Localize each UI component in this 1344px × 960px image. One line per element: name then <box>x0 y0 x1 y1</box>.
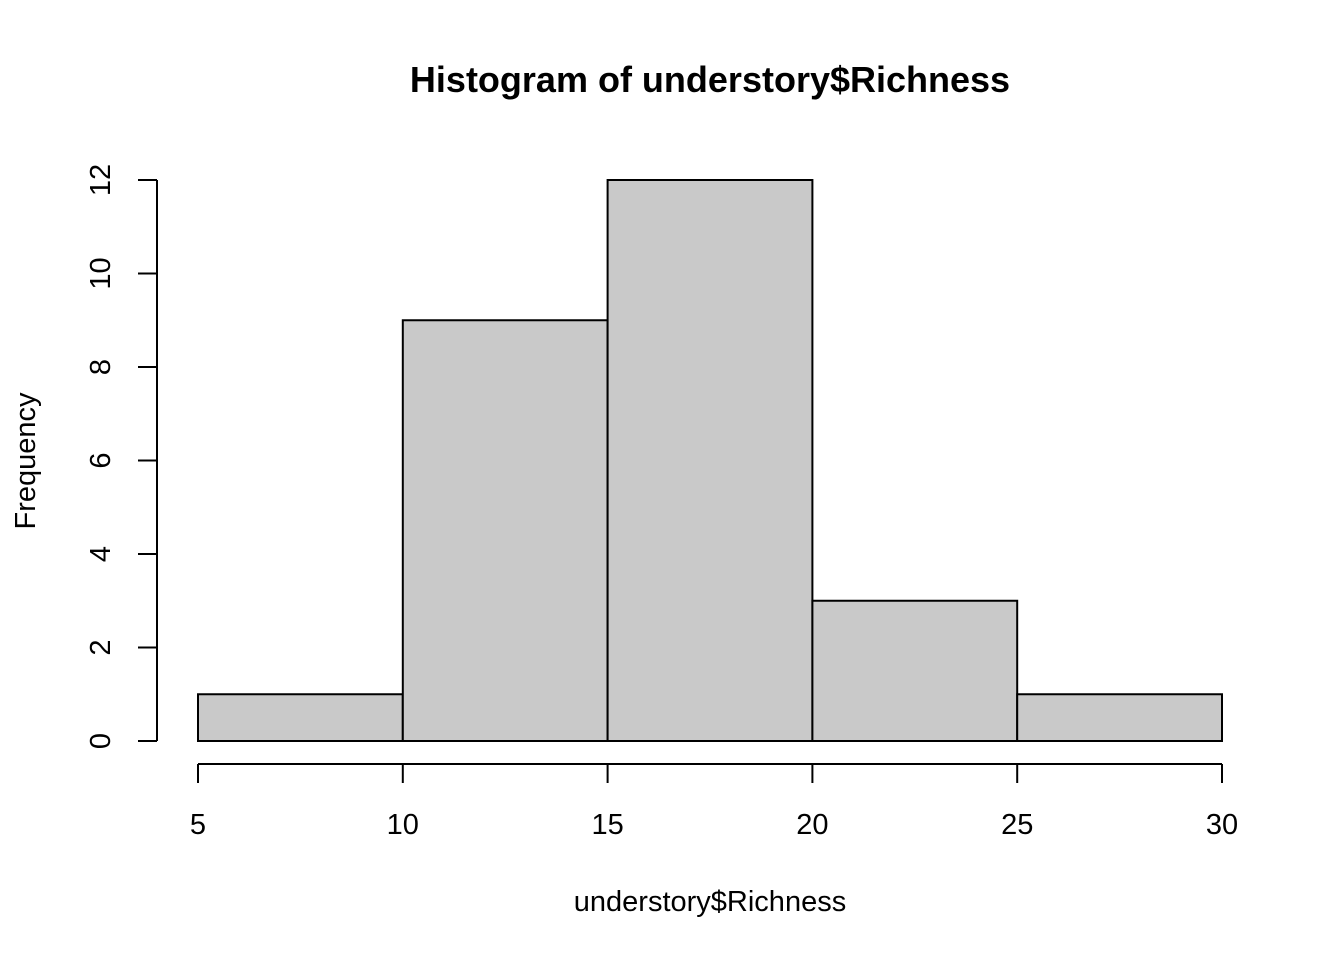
histogram-bar <box>197 693 404 742</box>
x-tick-label: 25 <box>1001 809 1033 841</box>
x-axis-label: understory$Richness <box>574 886 846 918</box>
x-axis: 5 10 15 20 25 30 <box>190 763 1238 841</box>
y-axis: 0 2 4 6 8 10 12 <box>85 164 158 749</box>
y-tick-label: 10 <box>85 257 117 289</box>
y-tick-label: 0 <box>85 733 117 749</box>
x-tick-label: 30 <box>1206 809 1238 841</box>
histogram-bar <box>1016 693 1224 742</box>
x-tick-label: 10 <box>387 809 419 841</box>
x-tick-label: 5 <box>190 809 206 841</box>
y-axis-label: Frequency <box>10 392 42 530</box>
y-tick-label: 6 <box>85 452 117 468</box>
histogram-bar <box>606 179 814 742</box>
x-tick-label: 20 <box>796 809 828 841</box>
y-tick-label: 8 <box>85 359 117 375</box>
bars-group <box>197 179 1224 742</box>
y-tick-label: 2 <box>85 639 117 655</box>
histogram-bar <box>401 319 609 742</box>
y-tick-label: 4 <box>85 546 117 562</box>
histogram-bar <box>811 599 1019 742</box>
y-tick-label: 12 <box>85 164 117 196</box>
chart-title: Histogram of understory$Richness <box>410 59 1010 100</box>
x-tick-label: 15 <box>591 809 623 841</box>
